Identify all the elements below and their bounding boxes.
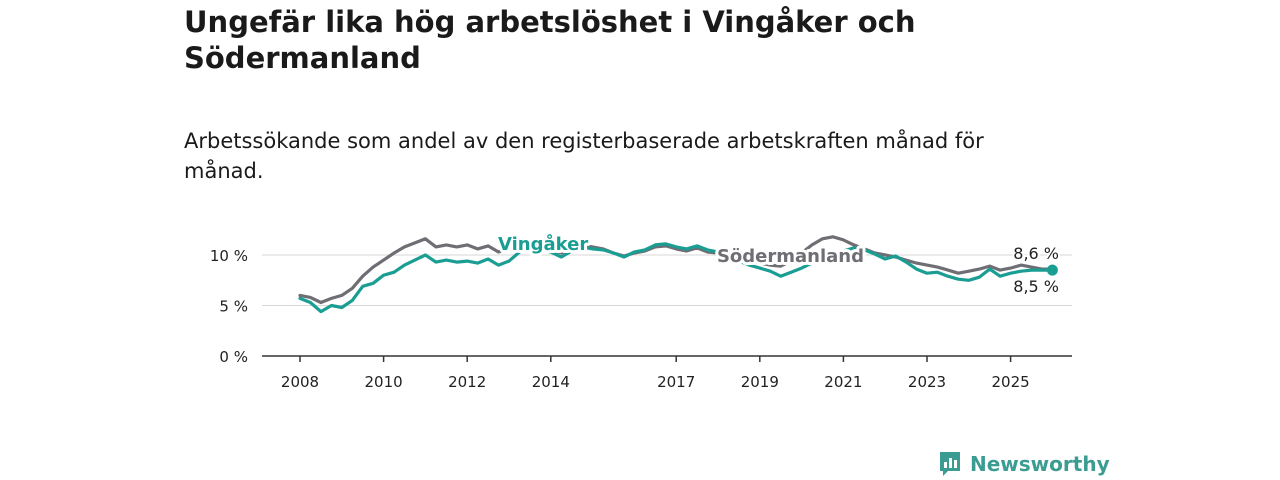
end-value-label-sodermanland: 8,6 % [1013, 244, 1059, 263]
newsworthy-logo-icon [940, 452, 960, 476]
series-labels: Vingåker Södermanland 8,6 % 8,5 % [495, 230, 1061, 298]
series-line-vingaker [298, 242, 1054, 314]
x-tick-label: 2014 [532, 373, 570, 391]
gridlines [262, 254, 1072, 306]
x-tick-label: 2025 [992, 373, 1030, 391]
axes: 0 % 5 % 10 % 2008 2010 2012 2014 2017 2019 2021 20… [210, 247, 1072, 391]
chart-title: Ungefär lika hög arbetslöshet i Vingåker… [184, 5, 916, 75]
brand-name: Newsworthy [970, 452, 1110, 476]
series-line-sodermanland [298, 235, 1054, 305]
x-tick-label: 2017 [657, 373, 695, 391]
brand: Newsworthy [938, 448, 1110, 480]
y-tick-label: 5 % [219, 298, 248, 316]
x-tick-label: 2010 [365, 373, 403, 391]
x-tick-label: 2012 [448, 373, 486, 391]
end-point-vingaker [1046, 264, 1058, 276]
x-tick-label: 2023 [908, 373, 946, 391]
x-tick-label: 2008 [281, 373, 319, 391]
end-value-label-vingaker: 8,5 % [1013, 277, 1059, 296]
series-label-sodermanland: Södermanland [717, 246, 864, 267]
series-label-vingaker: Vingåker [498, 233, 588, 255]
y-tick-label: 0 % [219, 348, 248, 366]
chart-subtitle: Arbetssökande som andel av den registerb… [184, 129, 984, 183]
series-lines [298, 235, 1058, 314]
x-tick-label: 2019 [741, 373, 779, 391]
y-tick-label: 10 % [210, 247, 248, 265]
x-tick-label: 2021 [824, 373, 862, 391]
